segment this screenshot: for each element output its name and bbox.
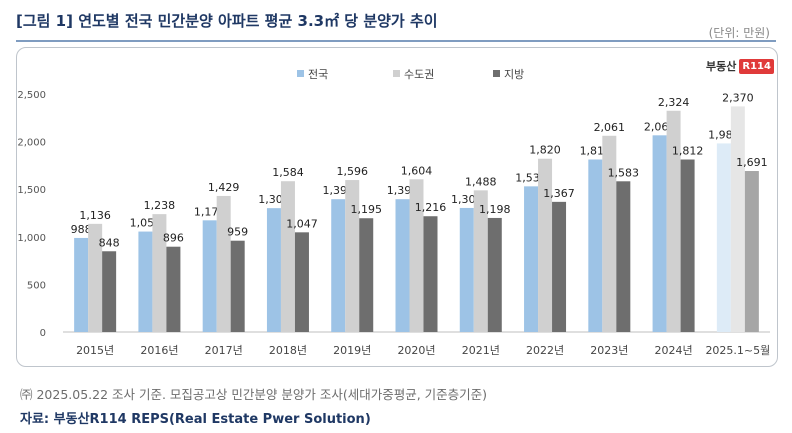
- bar-capital: [602, 135, 617, 332]
- bar-provinces: [230, 240, 245, 332]
- legend-swatch: [393, 70, 400, 77]
- x-tick-label: 2017년: [205, 344, 243, 357]
- legend-label: 전국: [308, 68, 328, 81]
- x-tick-label: 2015년: [76, 344, 114, 357]
- bar-capital: [216, 195, 231, 332]
- bar-national: [331, 199, 346, 332]
- bar-capital: [538, 158, 553, 332]
- source-line: 자료: 부동산R114 REPS(Real Estate Pwer Soluti…: [20, 412, 371, 427]
- legend-label: 수도권: [404, 68, 434, 81]
- y-tick-label: 1,000: [17, 233, 46, 244]
- x-tick-label: 2019년: [333, 344, 371, 357]
- bar-national: [74, 237, 89, 332]
- bar-capital: [473, 190, 488, 332]
- data-label: 2,370: [722, 91, 754, 104]
- logo-badge: R114: [739, 58, 774, 74]
- data-label: 1,238: [144, 199, 176, 212]
- chart-title: [그림 1] 연도별 전국 민간분양 아파트 평균 3.3㎡ 당 분양가 추이: [16, 12, 438, 30]
- bar-national: [266, 208, 281, 332]
- x-tick-label: 2020년: [397, 344, 435, 357]
- brand-logo: 부동산 R114: [706, 58, 774, 74]
- bar-capital: [152, 214, 167, 332]
- data-label: 1,488: [465, 175, 497, 188]
- data-label: 1,820: [529, 144, 561, 157]
- unit-label: (단위: 만원): [708, 26, 770, 40]
- bar-provinces: [616, 181, 631, 332]
- bar-provinces: [294, 232, 309, 332]
- bar-national: [716, 143, 731, 332]
- y-tick-label: 500: [27, 280, 46, 291]
- x-tick-label: 2018년: [269, 344, 307, 357]
- data-label: 1,584: [272, 166, 304, 179]
- bar-capital: [666, 110, 681, 332]
- data-label: 848: [99, 236, 120, 249]
- data-label: 1,047: [286, 217, 318, 230]
- footnote: ㈜ 2025.05.22 조사 기준. 모집공고상 민간분양 분양가 조사(세대…: [20, 387, 488, 402]
- bar-provinces: [487, 217, 502, 332]
- bar-provinces: [166, 246, 181, 332]
- bar-capital: [88, 223, 103, 332]
- bar-provinces: [423, 216, 438, 332]
- bar-provinces: [552, 201, 567, 332]
- data-label: 1,596: [336, 165, 368, 178]
- bar-capital: [730, 106, 745, 332]
- legend-swatch: [493, 70, 500, 77]
- data-label: 1,367: [543, 187, 575, 200]
- data-label: 1,604: [401, 164, 433, 177]
- bar-national: [138, 231, 153, 332]
- x-tick-label: 2025.1~5월: [705, 344, 770, 357]
- bar-provinces: [680, 159, 695, 332]
- data-label: 1,216: [415, 201, 447, 214]
- bar-national: [524, 186, 539, 332]
- x-tick-label: 2021년: [462, 344, 500, 357]
- x-tick-label: 2016년: [140, 344, 178, 357]
- data-label: 1,583: [608, 166, 640, 179]
- logo-text: 부동산: [706, 60, 737, 73]
- bar-capital: [345, 180, 360, 332]
- data-label: 988: [71, 223, 92, 236]
- legend-swatch: [297, 70, 304, 77]
- bar-national: [652, 135, 667, 332]
- y-tick-label: 0: [40, 328, 46, 339]
- x-tick-label: 2022년: [526, 344, 564, 357]
- bar-provinces: [744, 171, 759, 332]
- data-label: 896: [163, 232, 184, 245]
- x-tick-label: 2024년: [655, 344, 693, 357]
- bar-national: [395, 199, 410, 332]
- bar-national: [202, 220, 217, 332]
- data-label: 1,691: [736, 156, 768, 169]
- y-tick-label: 2,000: [17, 138, 46, 149]
- data-label: 1,812: [672, 144, 704, 157]
- legend-label: 지방: [504, 68, 524, 81]
- data-label: 1,195: [350, 203, 382, 216]
- data-label: 1,429: [208, 181, 240, 194]
- data-label: 1,198: [479, 203, 511, 216]
- data-label: 959: [227, 226, 248, 239]
- bar-national: [459, 207, 474, 332]
- bar-provinces: [102, 251, 117, 332]
- bar-provinces: [359, 218, 374, 332]
- x-tick-label: 2023년: [590, 344, 628, 357]
- data-label: 1,136: [79, 209, 111, 222]
- data-label: 2,324: [658, 96, 690, 109]
- bar-capital: [280, 181, 295, 332]
- data-label: 2,061: [594, 121, 626, 134]
- bar-national: [588, 159, 603, 332]
- bar-capital: [409, 179, 424, 332]
- y-tick-label: 2,500: [17, 90, 46, 101]
- y-tick-label: 1,500: [17, 185, 46, 196]
- title-divider: [16, 40, 776, 42]
